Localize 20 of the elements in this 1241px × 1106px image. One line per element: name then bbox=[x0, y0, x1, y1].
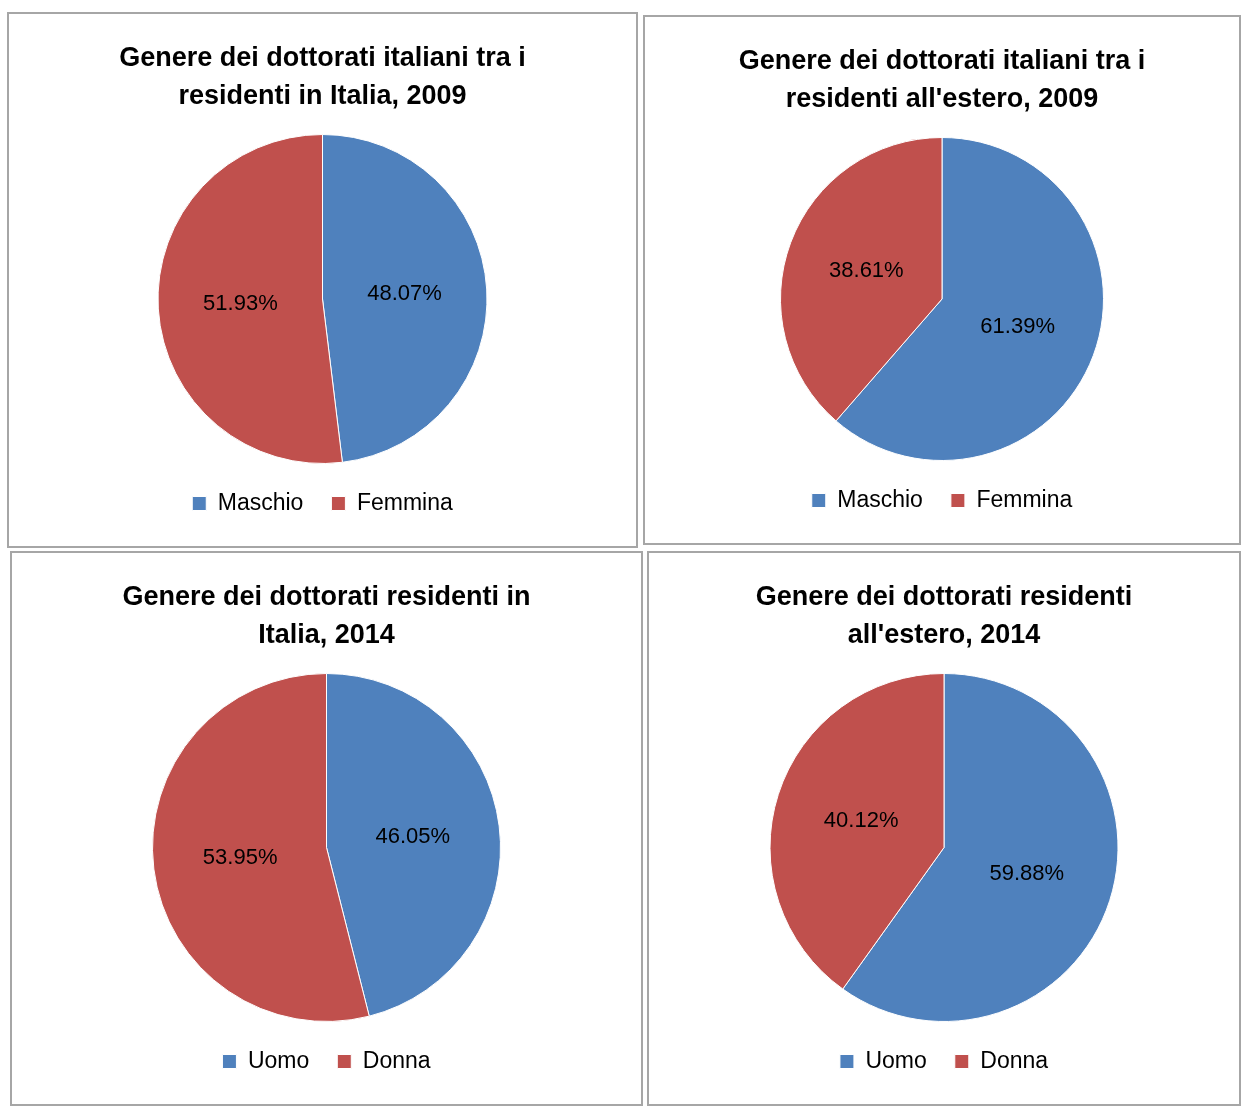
data-label: 46.05% bbox=[375, 822, 451, 848]
data-label: 38.61% bbox=[829, 256, 904, 282]
chart-title: Genere dei dottorati italiani tra i residenti all'estero, 2009 bbox=[737, 44, 1147, 115]
data-label: 48.07% bbox=[367, 280, 442, 306]
legend-label: Uomo bbox=[865, 1046, 927, 1073]
chart-title: Genere dei dottorati residenti all'estero, 2014 bbox=[754, 580, 1134, 651]
legend-label: Donna bbox=[362, 1046, 431, 1073]
legend-label: Donna bbox=[980, 1046, 1049, 1073]
data-label: 51.93% bbox=[203, 290, 278, 316]
data-label: 53.95% bbox=[202, 844, 278, 870]
chart-title: Genere dei dottorati residenti in Italia, 2014 bbox=[121, 580, 532, 651]
legend-label: Femmina bbox=[356, 488, 453, 515]
legend-label: Femmina bbox=[976, 485, 1073, 512]
chart-title: Genere dei dottorati italiani tra i residenti in Italia, 2009 bbox=[118, 41, 527, 112]
data-label: 40.12% bbox=[823, 806, 899, 832]
legend-label: Maschio bbox=[217, 488, 304, 515]
legend-label: Uomo bbox=[247, 1046, 310, 1073]
legend-label: Maschio bbox=[837, 485, 923, 512]
data-label: 61.39% bbox=[980, 313, 1055, 339]
data-label: 59.88% bbox=[989, 860, 1065, 886]
